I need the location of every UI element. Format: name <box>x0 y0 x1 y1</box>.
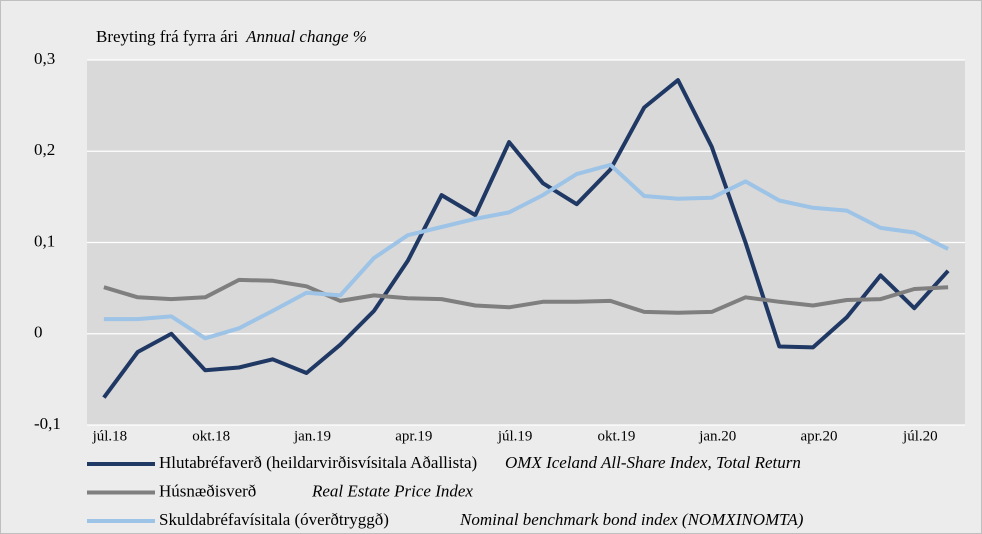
legend-label: Skuldabréfavísitala (óverðtryggð) <box>159 510 389 529</box>
chart-title: Breyting frá fyrra ári Annual change % <box>96 27 367 46</box>
y-tick-label: 0,2 <box>34 140 55 159</box>
x-tick-label: apr.19 <box>395 428 432 444</box>
x-tick-label: okt.19 <box>597 428 635 444</box>
x-tick-label: júl.18 <box>92 428 128 444</box>
series-line <box>103 162 949 341</box>
y-tick-label: 0 <box>34 323 43 342</box>
series-line <box>103 277 949 315</box>
legend-label-en: Nominal benchmark bond index (NOMXINOMTA… <box>459 510 804 529</box>
legend-label-en: OMX Iceland All-Share Index, Total Retur… <box>505 453 801 472</box>
y-tick-label: 0,1 <box>34 231 55 250</box>
legend-label: Hlutabréfaverð (heildarvirðisvísitala Að… <box>159 453 477 472</box>
legend-label-en: Real Estate Price Index <box>311 481 473 500</box>
series-line <box>102 78 950 399</box>
legend-label: Húsnæðisverð <box>159 481 256 500</box>
x-tick-label: júl.19 <box>497 428 533 444</box>
y-tick-label: 0,3 <box>34 49 55 68</box>
x-tick-label: jan.19 <box>293 428 331 444</box>
x-tick-label: apr.20 <box>800 428 837 444</box>
x-tick-label: okt.18 <box>192 428 230 444</box>
x-tick-label: jan.20 <box>698 428 736 444</box>
y-tick-label: -0,1 <box>34 414 61 433</box>
x-tick-label: júl.20 <box>902 428 938 444</box>
